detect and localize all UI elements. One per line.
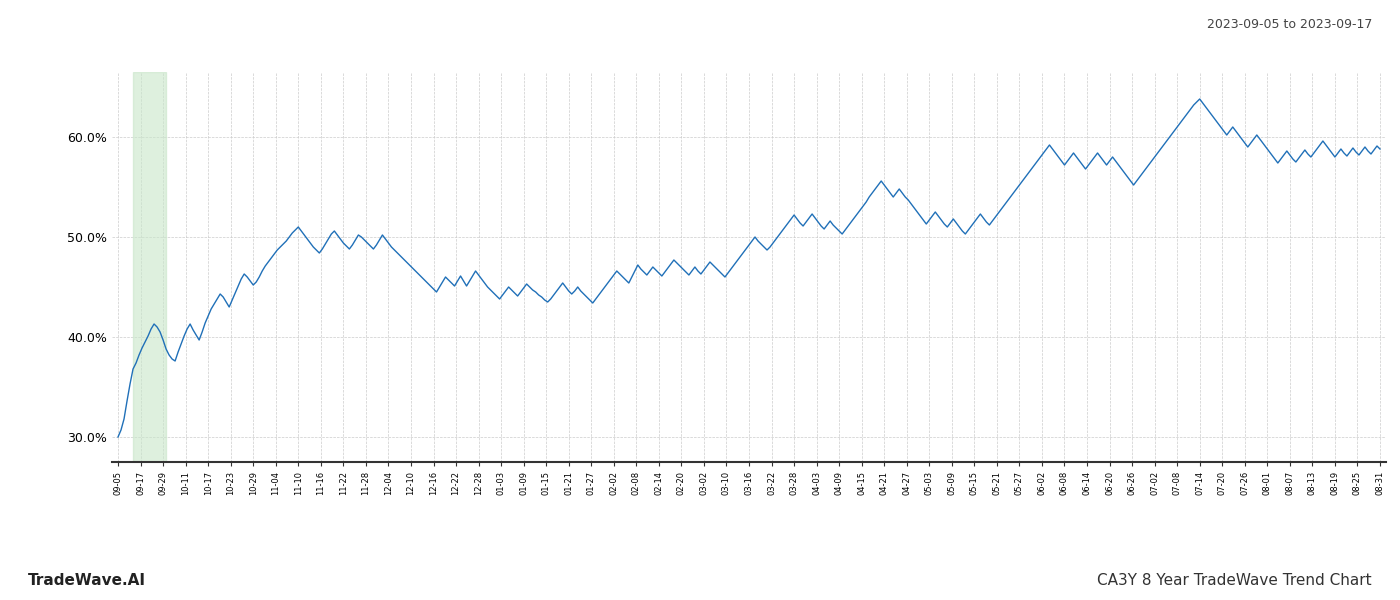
Text: 2023-09-05 to 2023-09-17: 2023-09-05 to 2023-09-17 <box>1207 18 1372 31</box>
Text: TradeWave.AI: TradeWave.AI <box>28 573 146 588</box>
Text: CA3Y 8 Year TradeWave Trend Chart: CA3Y 8 Year TradeWave Trend Chart <box>1098 573 1372 588</box>
Bar <box>133 72 167 462</box>
